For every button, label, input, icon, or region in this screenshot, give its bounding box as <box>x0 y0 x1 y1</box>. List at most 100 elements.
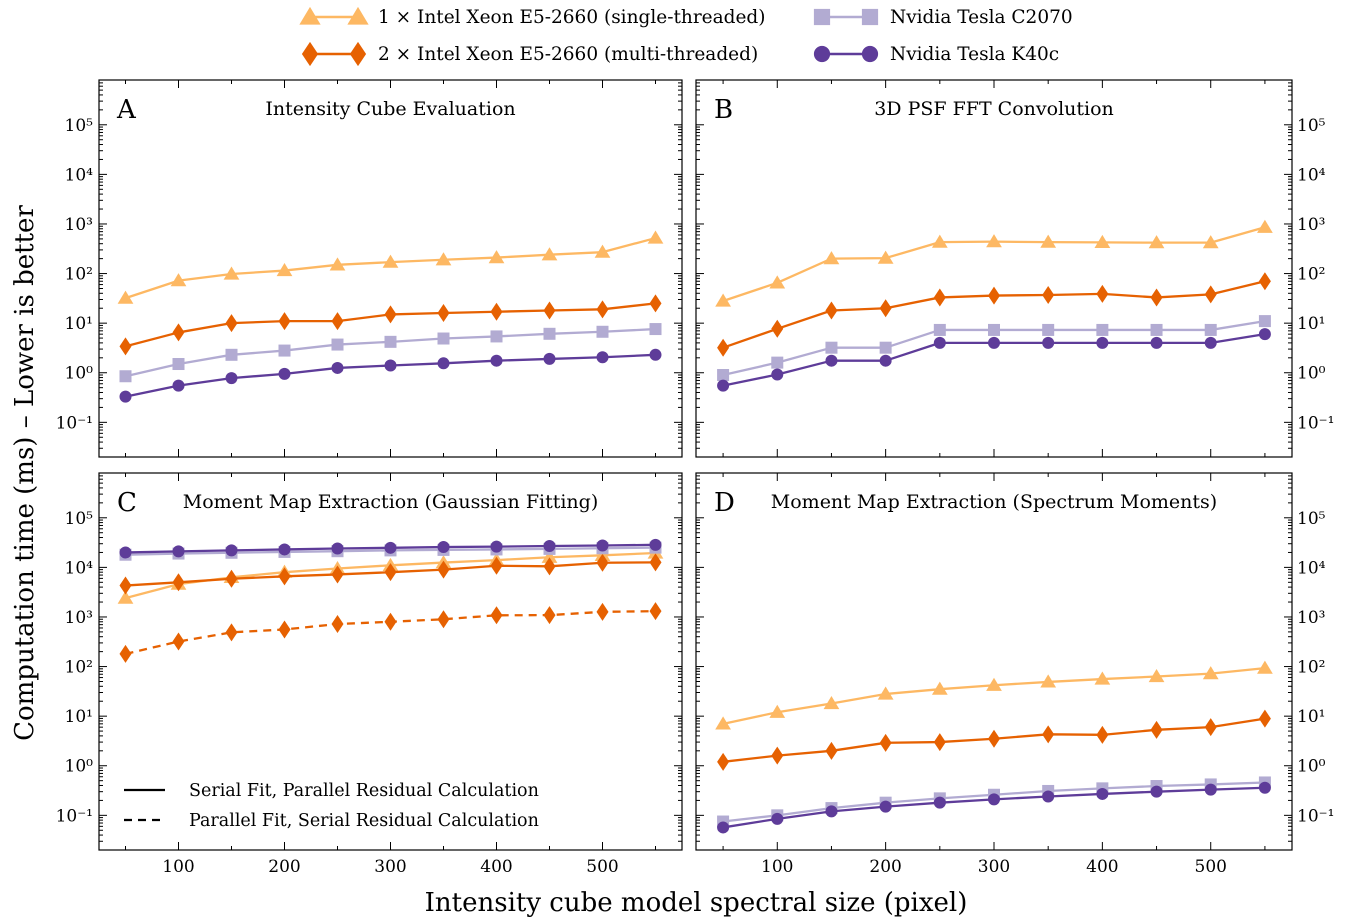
panel-b-y-tick-label: 10⁻¹ <box>1297 413 1334 433</box>
legend-entry-diamond: 2 × Intel Xeon E5-2660 (multi-threaded) <box>301 41 758 67</box>
global-y-axis-label: Computation time (ms) – Lower is better <box>10 205 40 741</box>
panel-d-y-tick-label: 10² <box>1297 658 1325 678</box>
panel-d-data-point <box>1202 666 1219 680</box>
panel-b-series-3 <box>717 328 1271 392</box>
panels: 10⁻¹ 10⁰ 10¹ 10² 10³ 10⁴ 10⁵ A Intensity Cube Ev… <box>56 79 1334 877</box>
panel-d-data-point <box>879 733 892 752</box>
panel-b-y-tick-label: 10² <box>1297 265 1325 285</box>
panel-d-series-3 <box>717 781 1271 834</box>
panel-c-y-tick-label: 10⁵ <box>65 509 94 529</box>
panel-c-data-point <box>437 560 450 579</box>
panel-c-data-point <box>437 541 450 554</box>
panel-a-data-point <box>278 344 291 357</box>
panel-c-y-tick-label: 10¹ <box>65 707 93 727</box>
panel-c-data-point <box>225 623 238 642</box>
panel-d-data-point <box>1150 785 1163 798</box>
panel-a-data-point <box>331 312 344 331</box>
panel-c-data-point <box>172 573 185 592</box>
panel-c-y-tick-label: 10⁰ <box>65 757 94 777</box>
panel-d-data-point <box>1258 781 1271 794</box>
panel-c-data-point <box>437 610 450 629</box>
panel-b-data-point <box>1257 219 1273 233</box>
panel-d-data-point <box>771 812 784 825</box>
panel-b-y-tick-label: 10³ <box>1297 215 1325 235</box>
panel-a-data-point <box>437 304 450 323</box>
panel-d-x-tick-label: 300 <box>978 857 1010 877</box>
panel-d-data-point <box>1257 660 1273 674</box>
panel-b-data-point <box>986 234 1002 248</box>
panel-d-title: Moment Map Extraction (Spectrum Moments) <box>771 491 1217 513</box>
panel-b-data-point <box>825 341 838 354</box>
panel-a-data-point <box>435 252 452 266</box>
panel-d-data-point <box>877 686 894 700</box>
panel-a-data-point <box>649 323 662 336</box>
panel-d-letter: D <box>714 488 735 518</box>
panel-a-data-point <box>437 357 450 370</box>
panel-a-data-point <box>384 335 397 348</box>
panel-c-data-point <box>596 539 609 552</box>
panel-a-series-line <box>125 236 656 300</box>
panel-a-y-tick-label: 10² <box>65 265 93 285</box>
panel-b-data-point <box>1096 323 1109 336</box>
panel-b-series-2 <box>717 315 1271 382</box>
panel-a-data-point <box>117 290 134 304</box>
panel-a-data-point <box>119 370 132 383</box>
panel-d: 100 200 300 400 500 10⁻¹ 10⁰ 10¹ 10² 10³ 10⁴ 10⁵ D Mo… <box>695 472 1334 877</box>
panel-c-data-point <box>541 549 558 563</box>
panel-b-data-point <box>988 323 1000 336</box>
legend-label: Nvidia Tesla K40c <box>890 44 1059 65</box>
panel-a-y-tick-label: 10⁴ <box>65 165 94 185</box>
panel-c-ticks <box>99 472 682 851</box>
panel-a-data-point <box>594 244 611 258</box>
panel-a-data-point <box>437 332 450 345</box>
panel-c-data-point <box>172 632 185 651</box>
panel-c-y-tick-label: 10³ <box>65 608 93 628</box>
panel-a-ticks <box>99 79 682 458</box>
panel-b-data-point <box>715 293 731 307</box>
legend-swatch-marker <box>861 45 879 63</box>
panel-b-data-point <box>933 323 946 336</box>
panel-b-data-point <box>879 341 892 354</box>
panel-c-data-point <box>119 546 132 559</box>
panel-a-data-point <box>596 300 609 319</box>
panel-c-y-tick-label: 10² <box>65 658 93 678</box>
panel-c-data-point <box>119 644 132 663</box>
panel-b-data-point <box>1150 323 1163 336</box>
line-style-solid-label: Serial Fit, Parallel Residual Calculatio… <box>189 781 539 801</box>
legend-swatch-marker <box>299 6 321 25</box>
panel-a-y-tick-label: 10⁵ <box>65 116 94 136</box>
panel-a-data-point <box>543 327 556 340</box>
panel-d-data-point <box>717 752 730 771</box>
legend-entry-circle: Nvidia Tesla K40c <box>813 44 1059 65</box>
panel-a-data-point <box>490 354 503 367</box>
panel-a-data-point <box>647 230 664 244</box>
panel-b-series-1 <box>717 272 1271 357</box>
panel-d-data-point <box>823 695 840 710</box>
panel-c-data-point <box>649 602 662 621</box>
legend-swatch-marker <box>347 6 369 25</box>
panel-a-letter: A <box>116 95 137 125</box>
panel-a-data-point <box>172 358 185 371</box>
panel-c-title: Moment Map Extraction (Gaussian Fitting) <box>183 491 599 513</box>
panel-c-series-4 <box>119 538 662 559</box>
panel-d-series-0 <box>715 660 1273 730</box>
panel-b: 10⁻¹ 10⁰ 10¹ 10² 10³ 10⁴ 10⁵ B 3D PSF FFT Convol… <box>695 79 1334 458</box>
legend-swatch-marker <box>861 8 879 26</box>
panel-d-data-point <box>1040 674 1057 688</box>
panel-b-data-point <box>825 301 838 320</box>
panel-b-data-point <box>1150 336 1163 349</box>
panel-c-x-tick-label: 500 <box>586 857 618 877</box>
panel-b-data-point <box>879 354 892 367</box>
panel-b-data-point <box>1258 328 1271 341</box>
panel-b-data-point <box>717 338 730 357</box>
panel-d-data-point <box>986 677 1002 691</box>
panel-c-data-point <box>225 569 238 588</box>
panel-c: 100 200 300 400 500 10⁻¹ 10⁰ 10¹ 10² 10³ 10⁴ 10⁵ C Mo… <box>56 472 683 877</box>
panel-c-data-point <box>225 544 238 557</box>
panel-d-y-tick-label: 10³ <box>1297 608 1325 628</box>
panel-a-data-point <box>331 361 344 374</box>
panel-d-y-tick-label: 10¹ <box>1297 707 1325 727</box>
panel-b-data-point <box>933 336 946 349</box>
panel-d-data-point <box>1204 718 1217 737</box>
